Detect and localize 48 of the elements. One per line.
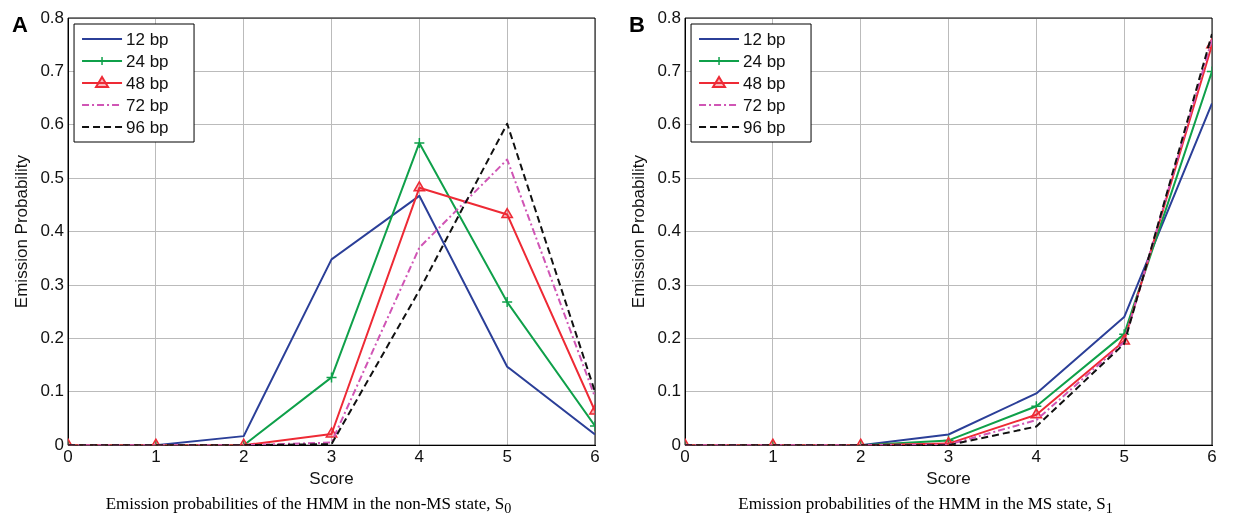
y-tick-label: 0.4: [657, 221, 682, 241]
y-tick-label: 0.6: [40, 114, 65, 134]
y-tick-label: 0.3: [40, 274, 65, 294]
y-tick-label: 0.1: [40, 381, 65, 401]
y-tick-label: 0.8: [657, 7, 682, 27]
x-tick-label: 3: [326, 447, 337, 467]
x-tick-label: 2: [855, 447, 866, 467]
y-tick-label: 0.2: [40, 328, 65, 348]
y-tick-label: 0.5: [657, 167, 682, 187]
legend-label: 48 bp: [126, 73, 169, 93]
legend-label: 12 bp: [743, 29, 786, 49]
y-tick-label: 0.4: [40, 221, 65, 241]
legend-label: 24 bp: [743, 51, 786, 71]
y-tick-label: 0.1: [657, 381, 682, 401]
legend-label: 96 bp: [743, 117, 786, 137]
x-tick-label: 1: [151, 447, 161, 467]
y-tick-label: 0.3: [657, 274, 682, 294]
y-tick-label: 0.7: [40, 61, 65, 81]
y-axis-title: Emission Probability: [11, 154, 31, 309]
y-tick-label: 0.5: [40, 167, 65, 187]
legend-label: 96 bp: [126, 117, 169, 137]
x-tick-label: 4: [1031, 447, 1042, 467]
legend-label: 72 bp: [743, 95, 786, 115]
y-tick-label: 0: [671, 434, 682, 454]
x-tick-label: 6: [590, 447, 600, 467]
x-tick-label: 2: [238, 447, 249, 467]
text: Emission probabilities of the HMM in the MS state, S$_{1}$: [737, 494, 1114, 518]
x-axis-title: Score: [926, 469, 971, 489]
legend-label: 24 bp: [126, 51, 169, 71]
x-tick-label: 1: [768, 447, 778, 467]
x-tick-label: 5: [1119, 447, 1129, 467]
text: Emission probabilities of the HMM in the non-MS state, S$_{0}$: [104, 494, 513, 518]
x-tick-label: 6: [1207, 447, 1217, 467]
y-tick-label: 0: [54, 434, 65, 454]
y-axis-title: Emission Probability: [628, 154, 648, 309]
x-tick-label: 5: [502, 447, 512, 467]
y-tick-label: 0.8: [40, 7, 65, 27]
legend-label: 48 bp: [743, 73, 786, 93]
legend-label: 12 bp: [126, 29, 169, 49]
legend-label: 72 bp: [126, 95, 169, 115]
x-tick-label: 4: [414, 447, 425, 467]
x-tick-label: 3: [943, 447, 954, 467]
x-axis-title: Score: [309, 469, 354, 489]
y-tick-label: 0.6: [657, 114, 682, 134]
y-tick-label: 0.2: [657, 328, 682, 348]
chart-title: B: [629, 12, 645, 38]
chart-title: A: [12, 12, 28, 38]
y-tick-label: 0.7: [657, 61, 682, 81]
